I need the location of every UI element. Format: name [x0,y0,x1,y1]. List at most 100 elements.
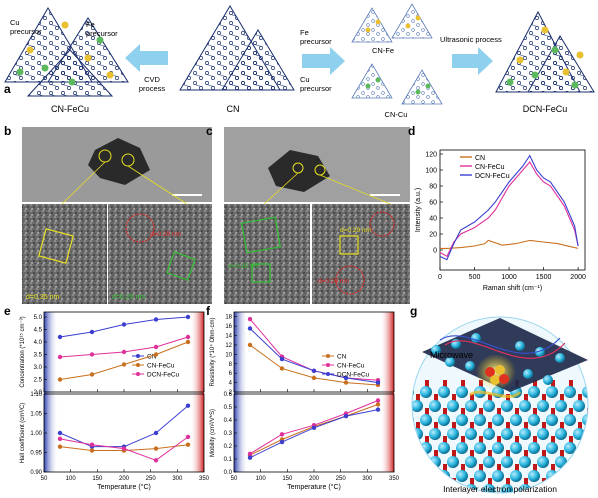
lattice-bond [587,464,588,474]
lattice-bond [578,450,582,460]
legend-label: CN-FeCu [147,363,175,370]
lattice-sphere [429,484,441,493]
y-tick-label: 2 [229,390,233,396]
lattice-sphere [582,442,588,454]
lattice-bond [524,394,528,404]
particle-c [268,150,330,192]
data-point [185,442,191,447]
hrtem-b-left [22,204,107,304]
microwave-label: Microwave [430,350,473,360]
y-tick-label: 3.5 [34,353,43,359]
y-tick-label: 0.2 [224,444,233,450]
lattice-bond [425,464,429,474]
y-tick-label: 0.90 [30,470,42,476]
legend-marker [136,372,140,376]
lattice-bond [524,478,528,488]
lattice-bond [533,408,537,418]
lattice-sphere [420,470,432,482]
data-point [57,334,63,340]
fe-precursor-left-label-2: precursor [86,29,118,38]
lattice-sphere [546,386,558,398]
x-tick-label: 0 [438,274,442,281]
lattice-sphere [582,386,588,398]
data-point [279,356,285,362]
data-point [57,377,63,382]
lattice-sphere [412,400,423,412]
lattice-bond [434,450,438,460]
lattice-sphere [501,400,513,412]
hrtem-b-right [108,204,212,304]
y-tick-label: 80 [429,184,437,191]
lattice-sphere [447,456,459,468]
y-tick-label: 0.5 [224,405,233,411]
data-point [247,342,253,348]
lattice-sphere [483,428,495,440]
lattice-bond [542,394,546,404]
panel-c: c d=0.35 nm d=0.29 nm d=0.20 nm [206,124,410,304]
data-point [185,339,191,345]
cluster-icon [485,365,509,385]
lattice-sphere [492,414,504,426]
x-tick-label: 250 [146,476,157,482]
lattice-sphere [465,400,477,412]
y-tick-label: 18 [225,315,232,321]
lattice-bond [416,394,420,404]
y-tick-label: 0 [433,248,437,255]
lattice-bond [497,464,501,474]
legend-marker [136,354,140,358]
lattice-sphere [519,428,531,440]
lattice-bond [560,450,564,460]
lattice-bond [515,464,519,474]
data-point [375,407,381,412]
d-spacing-c-1: d=0.35 nm [228,263,259,270]
hrtem-c-left [224,204,310,304]
cn-fe-structure [351,3,433,43]
lattice-sphere [501,428,513,440]
lattice-bond [452,422,456,432]
lattice-bond [551,436,555,446]
data-point [153,430,159,436]
y-axis-label: Intensity (a.u.) [415,188,422,232]
data-point [121,349,127,355]
y-tick-label: 6 [229,371,233,377]
top-sphere [523,369,533,379]
lattice-sphere [510,470,522,482]
lattice-bond [497,436,501,446]
lattice-bond [497,408,501,418]
d-spacing-b-2: d=0.29 nm [150,231,181,238]
data-point [57,430,63,436]
lattice-bond [470,478,474,488]
legend-label: DCN-FeCu [147,372,180,379]
data-point [185,314,191,320]
series-line-dcn-fecu [439,154,579,261]
lattice-bond [461,380,465,390]
cvd-label-1: CVD [144,75,160,84]
data-point [279,432,285,437]
lattice-bond [443,408,447,418]
legend-label: DCN-FeCu [475,173,510,180]
lattice-bond [488,478,492,488]
lattice-bond [515,408,519,418]
top-sphere [445,357,455,367]
data-point [185,334,191,340]
y-tick-label: 60 [429,200,437,207]
lattice-sphere [564,414,576,426]
lattice-bond [506,478,510,488]
lattice-bond [551,464,555,474]
lattice-bond [488,450,492,460]
lattice-sphere [501,456,513,468]
legend-label: CN [475,155,485,162]
series-line-cn [59,405,189,448]
y-axis-label: Hall coefficient (cm³/C) [20,403,26,464]
data-point [247,455,253,460]
y-tick-label: 8 [229,362,233,368]
data-point [311,425,317,430]
x-tick-label: 2000 [570,274,586,281]
legend-label: CN [337,354,347,361]
y-axis-label: Mobility (cm²/V*S) [210,409,216,457]
lattice-sphere [537,456,549,468]
lattice-bond [560,478,564,488]
lattice-sphere [483,456,495,468]
lattice-sphere [412,470,414,482]
lattice-sphere [492,442,504,454]
